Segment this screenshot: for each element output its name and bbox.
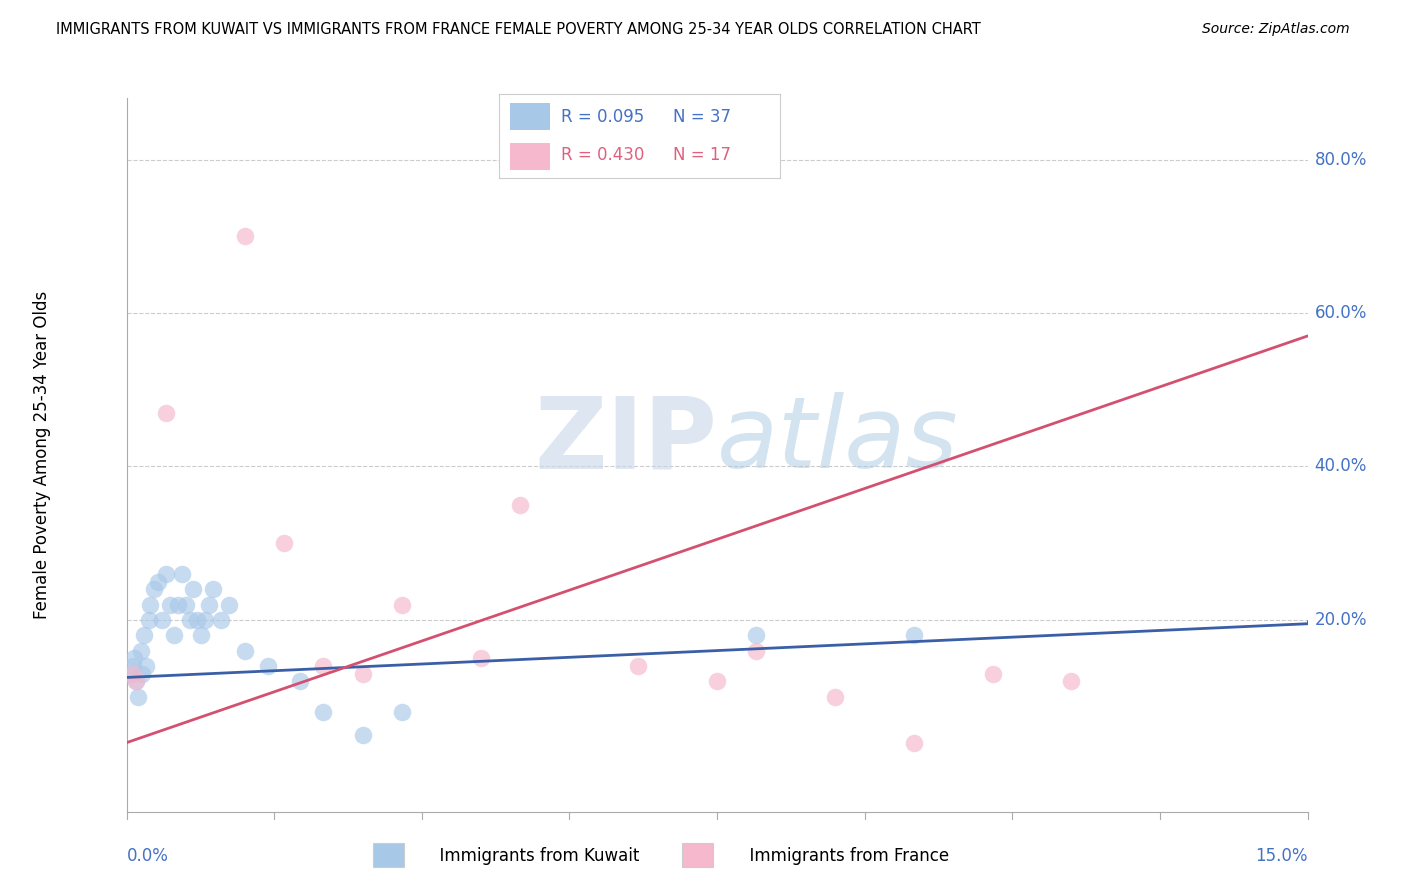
Point xyxy=(132,628,155,642)
Point xyxy=(745,643,768,657)
Text: ZIP: ZIP xyxy=(534,392,717,489)
Point xyxy=(146,574,169,589)
Text: 80.0%: 80.0% xyxy=(1315,151,1367,169)
Text: 15.0%: 15.0% xyxy=(1256,847,1308,865)
Point xyxy=(209,613,232,627)
Point xyxy=(198,598,221,612)
Text: 60.0%: 60.0% xyxy=(1315,304,1367,322)
Point xyxy=(194,613,217,627)
Point xyxy=(903,736,925,750)
Text: N = 37: N = 37 xyxy=(673,108,731,126)
Text: 40.0%: 40.0% xyxy=(1315,458,1367,475)
Point xyxy=(155,566,177,581)
Text: N = 17: N = 17 xyxy=(673,145,731,163)
Point xyxy=(391,705,413,719)
Point xyxy=(124,651,146,665)
Point xyxy=(150,613,173,627)
Point xyxy=(125,674,148,689)
Point xyxy=(139,598,162,612)
Point xyxy=(981,666,1004,681)
Text: R = 0.430: R = 0.430 xyxy=(561,145,644,163)
Point xyxy=(706,674,728,689)
Point xyxy=(127,690,149,704)
Point xyxy=(120,666,142,681)
Point xyxy=(903,628,925,642)
Point xyxy=(509,498,531,512)
Point xyxy=(391,598,413,612)
Point xyxy=(129,643,152,657)
Point xyxy=(218,598,240,612)
Text: R = 0.095: R = 0.095 xyxy=(561,108,644,126)
Point xyxy=(1060,674,1083,689)
Point xyxy=(824,690,846,704)
Bar xyxy=(510,143,550,169)
Point xyxy=(131,666,153,681)
Point xyxy=(312,705,335,719)
Point xyxy=(138,613,160,627)
Text: 20.0%: 20.0% xyxy=(1315,611,1367,629)
Text: atlas: atlas xyxy=(717,392,959,489)
Text: Immigrants from Kuwait: Immigrants from Kuwait xyxy=(429,847,640,865)
Bar xyxy=(510,103,550,130)
Point xyxy=(745,628,768,642)
Point xyxy=(135,659,157,673)
Point xyxy=(143,582,166,597)
Point xyxy=(273,536,295,550)
Point xyxy=(190,628,212,642)
Text: Female Poverty Among 25-34 Year Olds: Female Poverty Among 25-34 Year Olds xyxy=(34,291,51,619)
Text: Source: ZipAtlas.com: Source: ZipAtlas.com xyxy=(1202,22,1350,37)
Point xyxy=(202,582,225,597)
Text: 0.0%: 0.0% xyxy=(127,847,169,865)
Point xyxy=(312,659,335,673)
Point xyxy=(155,406,177,420)
Point xyxy=(179,613,201,627)
Point xyxy=(166,598,188,612)
Point xyxy=(183,582,205,597)
Point xyxy=(257,659,280,673)
Point xyxy=(233,643,256,657)
Point xyxy=(352,666,374,681)
Text: IMMIGRANTS FROM KUWAIT VS IMMIGRANTS FROM FRANCE FEMALE POVERTY AMONG 25-34 YEAR: IMMIGRANTS FROM KUWAIT VS IMMIGRANTS FRO… xyxy=(56,22,981,37)
Text: Immigrants from France: Immigrants from France xyxy=(738,847,949,865)
Point xyxy=(233,229,256,244)
Point xyxy=(470,651,492,665)
Point xyxy=(163,628,186,642)
Point xyxy=(186,613,208,627)
Point xyxy=(174,598,197,612)
Point xyxy=(121,666,143,681)
Point xyxy=(121,659,143,673)
Point xyxy=(159,598,181,612)
Point xyxy=(352,728,374,742)
Point xyxy=(288,674,311,689)
Point xyxy=(627,659,650,673)
Point xyxy=(125,674,148,689)
Point xyxy=(170,566,193,581)
